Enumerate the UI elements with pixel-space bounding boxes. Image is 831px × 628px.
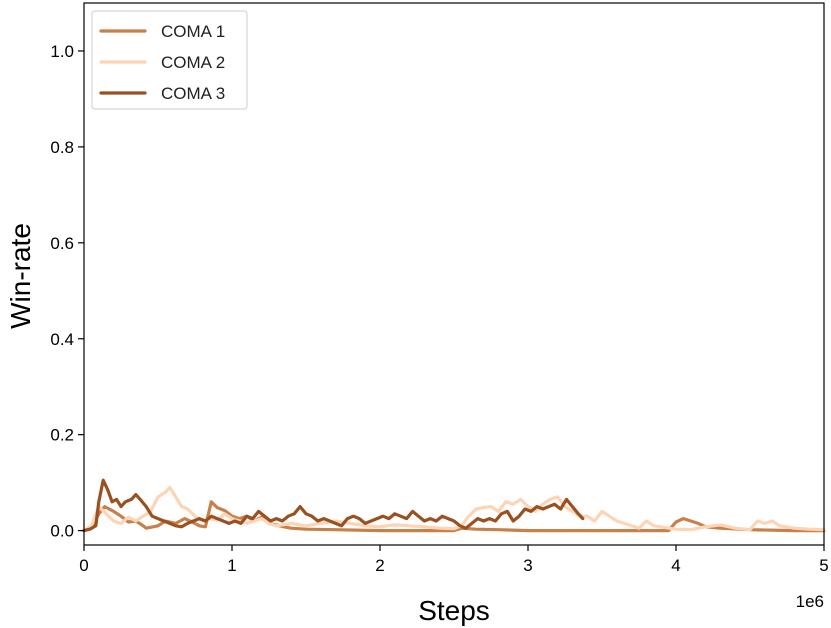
- y-tick-label: 0.8: [50, 138, 74, 157]
- axis-ticks: 0 1 2 3 4 5 0.0 0.2 0.4 0.6 0.8 1.0: [50, 42, 828, 575]
- x-tick-label: 3: [523, 556, 532, 575]
- x-tick-label: 0: [79, 556, 88, 575]
- legend-label: COMA 2: [161, 53, 225, 72]
- legend-label: COMA 3: [161, 84, 225, 103]
- x-tick-label: 4: [671, 556, 680, 575]
- y-axis-label: Win-rate: [5, 223, 36, 329]
- x-tick-label: 2: [375, 556, 384, 575]
- series-line-2: [82, 485, 826, 533]
- legend-label: COMA 1: [161, 22, 225, 41]
- legend: COMA 1 COMA 2 COMA 3: [91, 10, 248, 110]
- y-tick-label: 0.4: [50, 330, 74, 349]
- y-tick-label: 0.0: [50, 522, 74, 541]
- plot-area: [82, 478, 826, 533]
- y-tick-label: 1.0: [50, 42, 74, 61]
- axes-frame: [83, 2, 825, 546]
- x-axis-label: Steps: [418, 595, 490, 626]
- series-line-3: [82, 478, 585, 533]
- x-offset-label: 1e6: [796, 592, 824, 611]
- y-tick-label: 0.2: [50, 426, 74, 445]
- x-tick-label: 5: [819, 556, 828, 575]
- legend-box: [91, 10, 248, 110]
- y-tick-label: 0.6: [50, 234, 74, 253]
- x-tick-label: 1: [227, 556, 236, 575]
